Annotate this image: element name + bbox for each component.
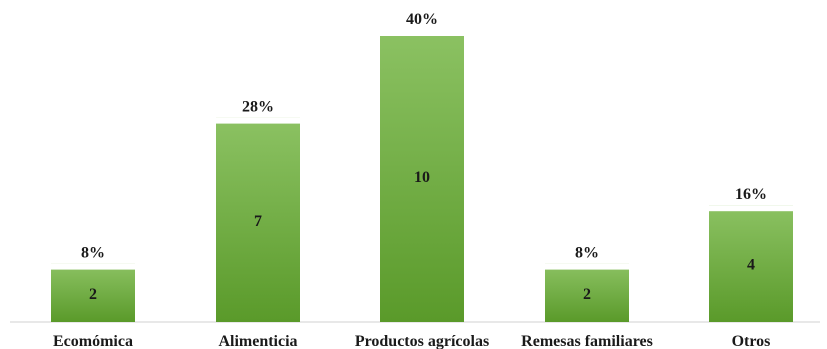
bar-percent-label: 40% <box>406 11 438 28</box>
bar <box>380 30 464 322</box>
bar-percent-label: 16% <box>735 186 767 203</box>
category-label: Otros <box>732 333 771 349</box>
bar-top-cap <box>51 263 135 270</box>
category-label: Remesas familiares <box>521 333 653 349</box>
bar-group: 4 16% Otros <box>709 186 793 349</box>
category-label: Ecomómica <box>53 333 133 349</box>
bar-group: 7 28% Alimenticia <box>216 99 300 349</box>
category-label: Alimenticia <box>218 333 297 349</box>
bar-group: 2 8% Ecomómica <box>51 245 135 349</box>
bar-percent-label: 8% <box>575 245 599 262</box>
bar-value-label: 2 <box>89 286 97 303</box>
bar <box>216 117 300 322</box>
bar-percent-label: 8% <box>81 245 105 262</box>
bar-group: 2 8% Remesas familiares <box>521 245 653 349</box>
bar-value-label: 4 <box>747 257 755 274</box>
bar-top-cap <box>380 30 464 36</box>
bar-top-cap <box>216 117 300 124</box>
bar <box>545 263 629 322</box>
category-label: Productos agrícolas <box>355 333 489 349</box>
bar <box>709 205 793 322</box>
bar-top-cap <box>545 263 629 270</box>
bar-group: 10 40% Productos agrícolas <box>355 11 489 349</box>
bar-value-label: 2 <box>583 286 591 303</box>
bar <box>51 263 135 322</box>
bar-percent-label: 28% <box>242 99 274 116</box>
bar-top-cap <box>709 205 793 212</box>
bar-value-label: 7 <box>254 213 262 230</box>
bar-value-label: 10 <box>414 169 430 186</box>
